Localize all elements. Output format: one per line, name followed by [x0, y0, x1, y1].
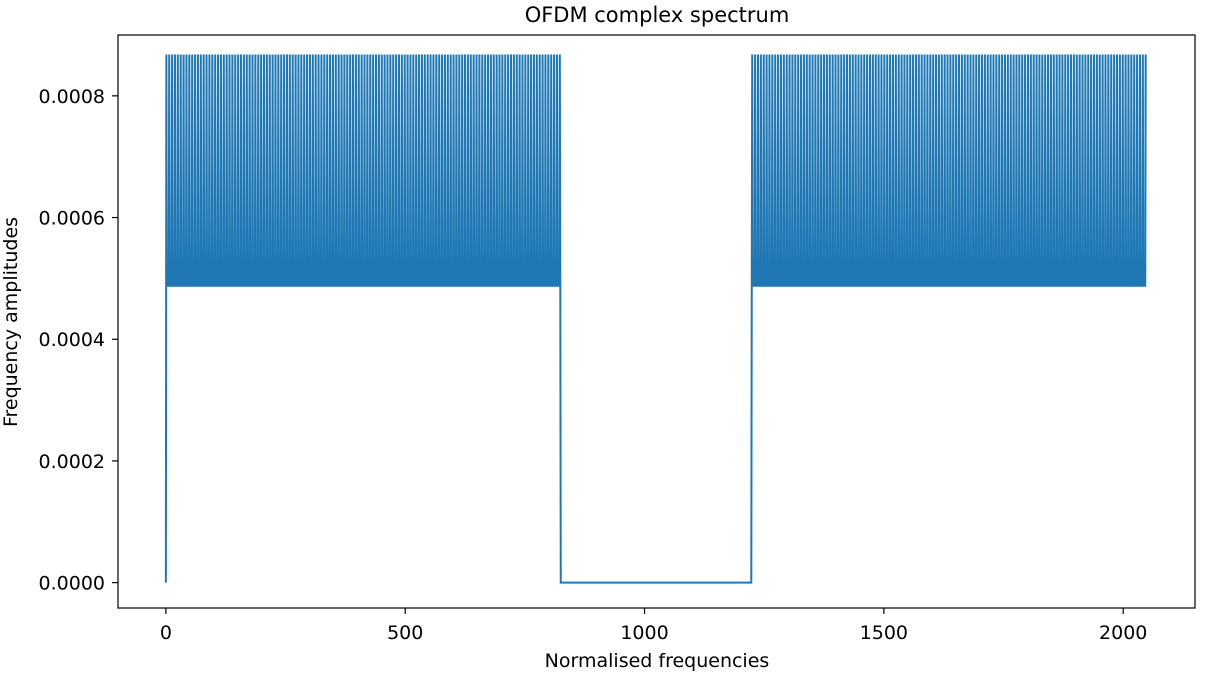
x-tick-label: 2000	[1099, 622, 1147, 644]
y-axis-label: Frequency amplitudes	[0, 217, 22, 427]
x-axis-label: Normalised frequencies	[545, 650, 770, 672]
chart-title: OFDM complex spectrum	[525, 3, 790, 27]
y-tick-label: 0.0008	[39, 86, 105, 108]
x-tick-label: 1000	[620, 622, 668, 644]
y-tick-label: 0.0006	[39, 208, 105, 230]
y-tick-label: 0.0000	[39, 573, 105, 595]
plot-area	[164, 54, 1147, 584]
series-line-0	[164, 54, 1147, 584]
y-axis: 0.0000 0.0002 0.0004 0.0006 0.0008	[39, 86, 118, 595]
x-tick-label: 500	[387, 622, 423, 644]
plot-frame	[117, 34, 1196, 609]
x-tick-label: 0	[160, 622, 172, 644]
y-tick-label: 0.0002	[39, 451, 105, 473]
x-tick-label: 1500	[860, 622, 908, 644]
x-axis: 0 500 1000 1500 2000	[160, 608, 1147, 644]
y-tick-label: 0.0004	[39, 329, 105, 351]
